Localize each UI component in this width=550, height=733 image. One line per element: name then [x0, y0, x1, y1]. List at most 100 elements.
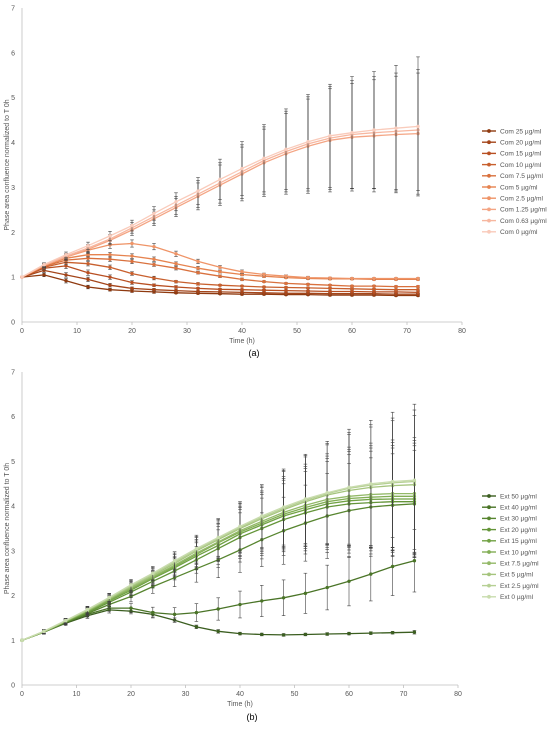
- y-tick-label: 3: [11, 548, 15, 555]
- legend-swatch-marker: [487, 527, 491, 532]
- data-point: [174, 266, 178, 270]
- data-point: [86, 256, 90, 261]
- x-tick-label: 0: [20, 691, 24, 698]
- data-point: [130, 259, 134, 264]
- data-point: [390, 564, 395, 569]
- data-point: [86, 277, 90, 282]
- data-point: [64, 253, 68, 257]
- data-point: [64, 279, 68, 283]
- data-point: [216, 535, 220, 540]
- legend-label: Ext 7.5 µg/ml: [500, 561, 539, 568]
- data-point: [240, 290, 244, 295]
- data-point: [174, 200, 178, 204]
- data-point: [390, 479, 395, 484]
- data-point: [390, 630, 395, 635]
- legend-swatch-marker: [487, 494, 491, 498]
- data-point: [347, 631, 351, 636]
- data-point: [347, 485, 351, 490]
- legend-label: Com 0 µg/ml: [500, 229, 538, 236]
- data-point: [350, 287, 354, 291]
- legend-swatch-marker: [487, 196, 491, 201]
- data-point: [238, 602, 242, 607]
- data-point: [42, 273, 46, 277]
- x-tick-label: 70: [403, 328, 411, 335]
- data-point: [218, 270, 222, 274]
- data-point: [194, 625, 199, 629]
- data-point: [130, 286, 134, 291]
- data-point: [306, 289, 310, 293]
- y-tick-label: 7: [11, 370, 15, 377]
- legend-label: Com 7.5 µg/ml: [500, 173, 544, 180]
- legend-label: Com 10 µg/ml: [500, 162, 542, 169]
- data-point: [108, 265, 112, 269]
- legend: Com 25 µg/ml Com 20 µg/ml Com 15 µg/ml Com …: [482, 128, 547, 236]
- legend-label: Ext 40 µg/ml: [500, 505, 537, 512]
- data-point: [328, 283, 332, 287]
- legend-swatch-marker: [487, 151, 491, 156]
- legend-swatch-marker: [487, 516, 491, 521]
- data-point: [328, 289, 332, 294]
- data-point: [151, 610, 155, 615]
- data-point: [303, 632, 308, 637]
- legend-swatch-marker: [487, 207, 491, 212]
- y-tick-label: 1: [11, 275, 15, 282]
- data-point: [328, 134, 332, 138]
- series-3: [20, 259, 420, 292]
- legend-swatch-marker: [487, 505, 491, 510]
- legend-label: Ext 10 µg/ml: [500, 549, 537, 556]
- data-point: [303, 591, 308, 596]
- x-tick-label: 40: [236, 691, 244, 698]
- data-point: [372, 128, 376, 132]
- data-point: [151, 571, 155, 575]
- y-tick-label: 2: [11, 230, 15, 237]
- legend-swatch-marker: [487, 583, 491, 588]
- data-point: [129, 583, 133, 587]
- data-point: [172, 558, 177, 563]
- panel-label: (a): [249, 348, 260, 358]
- data-point: [152, 257, 156, 261]
- data-point: [108, 275, 112, 279]
- legend-label: Com 15 µg/ml: [500, 151, 542, 158]
- data-point: [260, 599, 264, 603]
- chart-panel-0: 0 10 20 30 40 50 60 70 80 0 1 2 3 4 5 6 7 Time (h) Phase a…: [4, 6, 547, 359]
- data-point: [86, 253, 90, 257]
- legend-label: Ext 30 µg/ml: [500, 516, 537, 523]
- data-point: [63, 618, 68, 623]
- legend-label: Ext 15 µg/ml: [500, 538, 537, 545]
- data-point: [108, 283, 112, 287]
- x-tick-label: 80: [458, 328, 466, 335]
- data-point: [372, 276, 376, 281]
- y-tick-label: 0: [11, 320, 15, 327]
- legend-swatch-marker: [487, 218, 491, 223]
- y-tick-label: 3: [11, 185, 15, 192]
- legend-label: Com 20 µg/ml: [500, 140, 542, 147]
- data-point: [394, 276, 398, 281]
- data-point: [108, 288, 112, 292]
- data-point: [196, 270, 200, 275]
- data-point: [325, 632, 329, 636]
- x-tick-label: 0: [20, 328, 24, 335]
- legend-swatch-marker: [487, 538, 491, 543]
- data-point: [284, 274, 288, 278]
- legend-swatch-marker: [487, 229, 491, 234]
- legend-label: Ext 2.5 µg/ml: [500, 583, 539, 590]
- data-point: [130, 280, 134, 285]
- y-tick-label: 4: [11, 504, 15, 511]
- data-point: [86, 261, 90, 266]
- data-point: [152, 244, 156, 249]
- data-point: [350, 131, 354, 135]
- data-point: [174, 285, 178, 289]
- data-point: [130, 241, 134, 246]
- data-point: [196, 189, 200, 193]
- legend-swatch-marker: [487, 173, 491, 178]
- data-point: [240, 284, 244, 288]
- data-point: [328, 276, 332, 280]
- data-point: [416, 290, 420, 295]
- data-point: [42, 262, 46, 267]
- legend-label: Com 1.25 µg/ml: [500, 207, 547, 214]
- y-tick-label: 5: [11, 459, 15, 466]
- legend-label: Ext 5 µg/ml: [500, 572, 534, 579]
- data-point: [108, 253, 112, 257]
- data-point: [216, 607, 220, 611]
